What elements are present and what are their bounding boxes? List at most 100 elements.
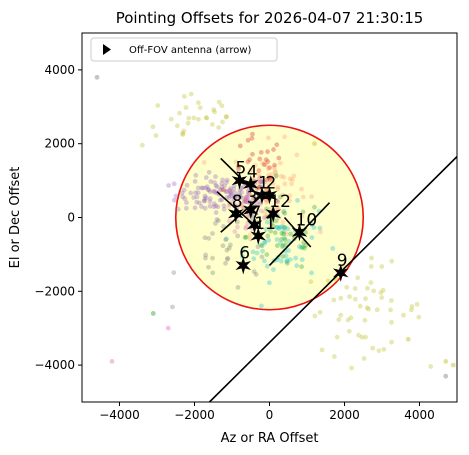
data-point <box>331 297 337 303</box>
data-point <box>283 253 289 259</box>
data-point <box>191 195 197 200</box>
antenna-7-label: 7 <box>251 203 262 223</box>
data-point <box>279 223 285 229</box>
data-point <box>257 179 263 185</box>
data-point <box>249 135 255 141</box>
data-point <box>280 219 286 225</box>
data-point <box>389 258 395 264</box>
data-point <box>278 240 284 246</box>
data-point <box>266 175 272 181</box>
data-point <box>194 194 200 200</box>
data-point <box>273 170 278 175</box>
data-point <box>312 141 317 147</box>
data-point <box>220 177 226 183</box>
data-point <box>222 183 228 189</box>
data-point <box>204 184 210 190</box>
data-point <box>258 179 264 185</box>
data-point <box>262 239 268 245</box>
data-point <box>263 214 268 220</box>
data-point <box>317 225 323 231</box>
data-point <box>281 174 287 180</box>
data-point <box>331 354 337 359</box>
data-point <box>221 206 227 212</box>
data-point <box>346 328 352 334</box>
data-point <box>188 91 194 97</box>
data-point <box>238 203 244 208</box>
data-point <box>250 131 255 137</box>
data-point <box>177 110 182 116</box>
data-point <box>235 284 241 290</box>
data-point <box>289 181 295 187</box>
data-point <box>227 187 232 193</box>
data-point <box>199 204 204 209</box>
data-point <box>308 279 314 285</box>
data-point <box>279 236 284 242</box>
data-point <box>232 190 237 196</box>
data-point <box>192 205 198 211</box>
antenna-4-marker <box>242 175 259 194</box>
data-point <box>195 100 201 106</box>
data-point <box>247 232 253 238</box>
data-point <box>211 201 217 207</box>
data-point <box>180 194 186 200</box>
data-point <box>364 305 370 311</box>
data-point <box>405 336 411 342</box>
data-point <box>243 234 249 240</box>
data-point <box>209 121 215 127</box>
data-point <box>266 237 272 243</box>
data-point <box>281 228 287 234</box>
data-point <box>286 248 291 253</box>
data-point <box>211 188 217 194</box>
data-point <box>213 174 218 180</box>
data-point <box>264 177 270 183</box>
data-point <box>265 159 271 165</box>
data-point <box>268 228 274 234</box>
data-point <box>276 155 282 161</box>
data-point <box>242 235 248 240</box>
data-point <box>233 159 239 165</box>
data-point <box>251 196 257 202</box>
data-point <box>186 115 192 121</box>
data-point <box>379 295 385 301</box>
data-point <box>293 255 299 261</box>
data-point <box>388 307 393 313</box>
data-point <box>228 193 234 199</box>
data-point <box>202 198 207 204</box>
y-tick-label: 0 <box>67 211 75 225</box>
data-point <box>362 317 368 323</box>
data-point <box>109 359 115 364</box>
data-point <box>215 204 221 210</box>
data-point <box>235 233 241 239</box>
data-point <box>195 185 201 191</box>
data-point <box>271 164 277 170</box>
antenna-3-marker <box>242 201 259 220</box>
x-tick-label: −4000 <box>99 408 140 422</box>
data-point <box>267 165 272 171</box>
antenna-5-label: 5 <box>236 159 247 179</box>
data-point <box>265 149 270 155</box>
data-point <box>210 270 216 276</box>
antenna-2-label: 2 <box>266 173 277 193</box>
data-point <box>294 263 300 269</box>
data-point <box>223 114 229 120</box>
data-point <box>266 182 272 188</box>
data-point <box>269 171 275 177</box>
antenna-2-marker <box>261 186 278 205</box>
data-point <box>244 199 250 205</box>
data-point <box>246 191 252 196</box>
data-point <box>278 258 284 264</box>
data-point <box>376 348 382 354</box>
data-point <box>224 247 230 253</box>
data-point <box>336 317 342 323</box>
antenna-1-marker <box>254 186 270 205</box>
data-point <box>231 196 237 202</box>
data-point <box>202 235 208 241</box>
data-point <box>265 166 271 172</box>
data-point <box>334 334 340 340</box>
data-point <box>265 233 271 239</box>
data-point <box>270 267 276 272</box>
data-point <box>195 190 201 196</box>
data-point <box>264 252 270 258</box>
data-point <box>200 185 206 191</box>
data-point <box>267 177 273 183</box>
